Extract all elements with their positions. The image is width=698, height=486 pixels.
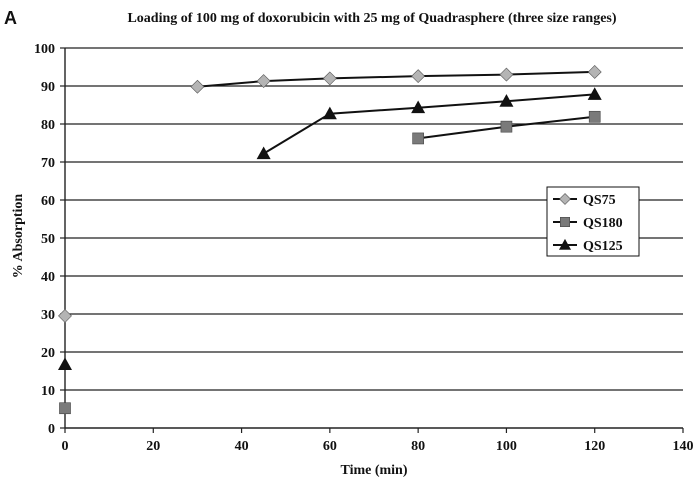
y-tick-label: 100	[34, 42, 55, 57]
y-tick-label: 60	[41, 194, 55, 209]
x-tick-label: 80	[411, 439, 425, 454]
marker-qs125	[587, 87, 602, 100]
gridlines	[65, 47, 683, 391]
y-tick-label: 20	[41, 346, 55, 361]
x-tick-label: 140	[673, 439, 694, 454]
marker-qs75	[256, 74, 271, 88]
legend-marker	[559, 193, 571, 205]
y-tick-label: 0	[48, 422, 55, 437]
marker-qs75	[499, 67, 514, 82]
marker-qs180	[412, 132, 424, 145]
x-tick-label: 120	[584, 439, 605, 454]
y-tick-label: 70	[41, 156, 55, 171]
marker-qs75	[587, 65, 602, 79]
y-axis-label: % Absorption	[11, 194, 26, 279]
series-lines	[197, 70, 595, 155]
x-axis-label: Time (min)	[340, 463, 407, 478]
x-tick-label: 60	[323, 439, 337, 454]
chart-title: Loading of 100 mg of doxorubicin with 25…	[127, 11, 616, 26]
legend-marker	[558, 238, 572, 250]
data-markers	[57, 65, 602, 415]
legend-label: QS75	[583, 193, 616, 208]
y-tick-label: 40	[41, 270, 55, 285]
marker-qs125	[411, 100, 426, 114]
series-line-qs75	[197, 70, 595, 88]
y-tick-label: 90	[41, 80, 55, 95]
x-tick-label: 20	[146, 439, 160, 454]
y-tick-label: 30	[41, 308, 55, 323]
y-tick-label: 10	[41, 384, 55, 399]
legend-label: QS180	[583, 216, 623, 231]
legend-marker	[560, 217, 570, 227]
x-tick-label: 0	[62, 439, 69, 454]
x-tick-label: 40	[235, 439, 249, 454]
y-tick-label: 50	[41, 232, 55, 247]
marker-qs180	[500, 120, 513, 133]
marker-qs125	[322, 106, 337, 120]
marker-qs125	[57, 357, 73, 371]
marker-qs125	[256, 146, 271, 160]
legend: QS75 QS180 QS125	[546, 186, 640, 257]
marker-qs125	[499, 94, 514, 107]
legend-label: QS125	[583, 239, 623, 254]
marker-qs180	[588, 110, 601, 123]
marker-qs75	[322, 71, 337, 86]
marker-qs75	[190, 79, 205, 94]
y-tick-label: 80	[41, 118, 55, 133]
panel-label: A	[4, 8, 17, 28]
marker-qs75	[411, 69, 426, 84]
marker-qs75	[58, 308, 72, 323]
x-tick-label: 100	[496, 439, 517, 454]
marker-qs180	[59, 402, 71, 415]
